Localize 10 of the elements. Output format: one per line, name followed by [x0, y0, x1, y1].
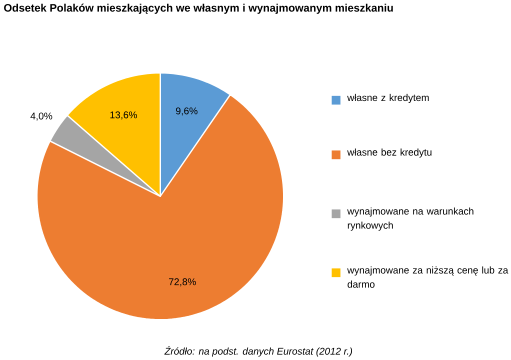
- legend-label: wynajmowane za niższą cenę lub za darmo: [347, 266, 508, 288]
- data-label: 13,6%: [110, 111, 138, 120]
- data-label: 72,8%: [169, 278, 196, 286]
- legend-label: wynajmowane na warunkach rynkowych: [347, 207, 474, 231]
- data-label: 9,6%: [176, 107, 198, 116]
- data-label: 4,0%: [30, 112, 52, 121]
- chart-title: Odsetek Polaków mieszkających we własnym i wynajmowanym mieszkaniu: [4, 3, 393, 14]
- text: Źródło: na podst. danych Eurostat (2012 r.): [164, 346, 352, 356]
- legend-label: własne z kredytem: [347, 94, 429, 103]
- legend-label: własne bez kredytu: [347, 148, 432, 158]
